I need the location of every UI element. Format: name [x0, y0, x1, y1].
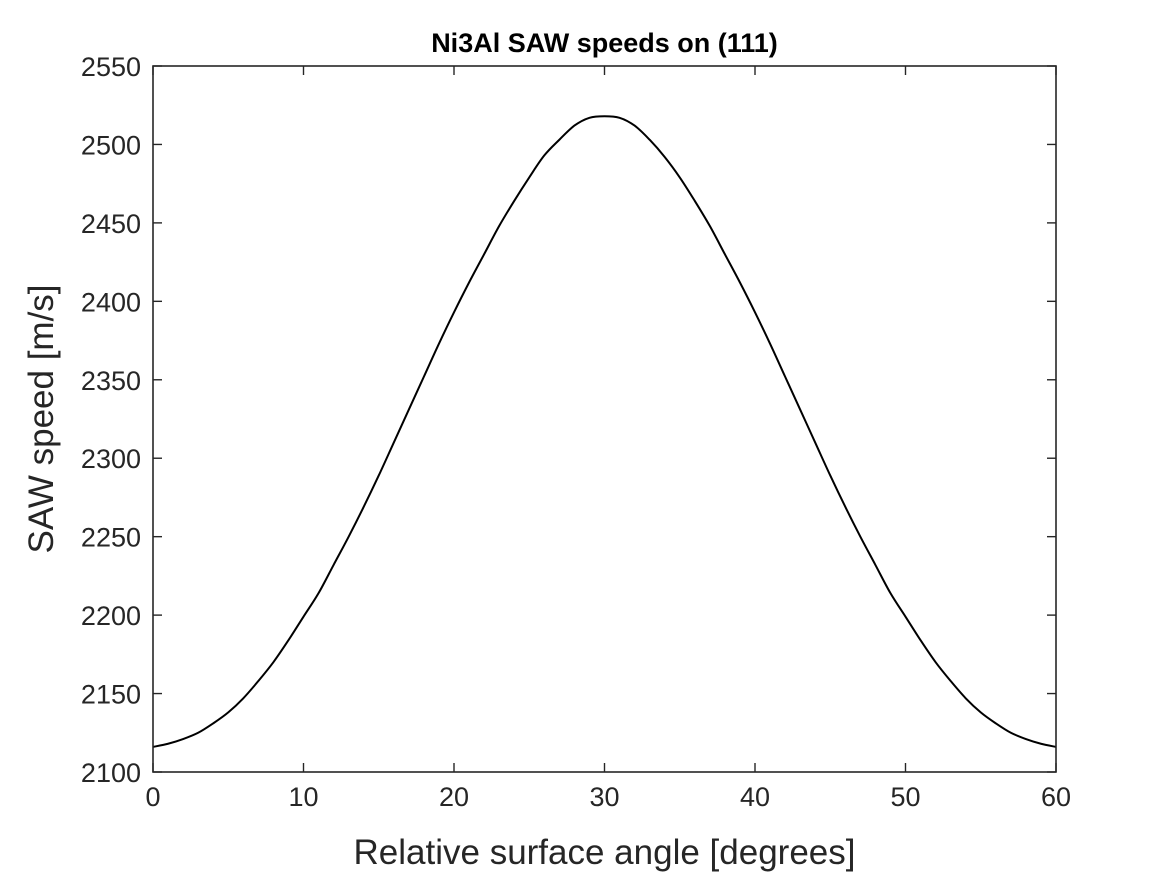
- x-tick-label: 0: [145, 782, 160, 812]
- x-tick-label: 40: [740, 782, 770, 812]
- y-tick-label: 2450: [81, 209, 141, 239]
- y-tick-label: 2500: [81, 130, 141, 160]
- x-tick-label: 30: [589, 782, 619, 812]
- y-tick-label: 2550: [81, 52, 141, 82]
- y-tick-label: 2200: [81, 601, 141, 631]
- y-tick-label: 2350: [81, 366, 141, 396]
- x-tick-label: 60: [1041, 782, 1071, 812]
- y-tick-label: 2250: [81, 523, 141, 553]
- tick-labels-layer: 0 10 20 30 40 50 60 2100 2150 2200 2250 2300 2350 240…: [81, 52, 1071, 812]
- series-layer: [152, 115, 1057, 748]
- y-tick-label: 2300: [81, 444, 141, 474]
- x-tick-label: 50: [890, 782, 920, 812]
- x-tick-label: 20: [439, 782, 469, 812]
- x-axis-label: Relative surface angle [degrees]: [354, 833, 856, 872]
- y-axis-label: SAW speed [m/s]: [22, 284, 61, 553]
- y-tick-label: 2100: [81, 758, 141, 788]
- series-line: [152, 115, 1057, 748]
- x-tick-label: 10: [288, 782, 318, 812]
- y-tick-label: 2400: [81, 287, 141, 317]
- y-tick-label: 2150: [81, 680, 141, 710]
- plot-area: [153, 66, 1056, 772]
- chart-title: Ni3Al SAW speeds on (111): [431, 28, 778, 58]
- axes-box: [152, 65, 1057, 773]
